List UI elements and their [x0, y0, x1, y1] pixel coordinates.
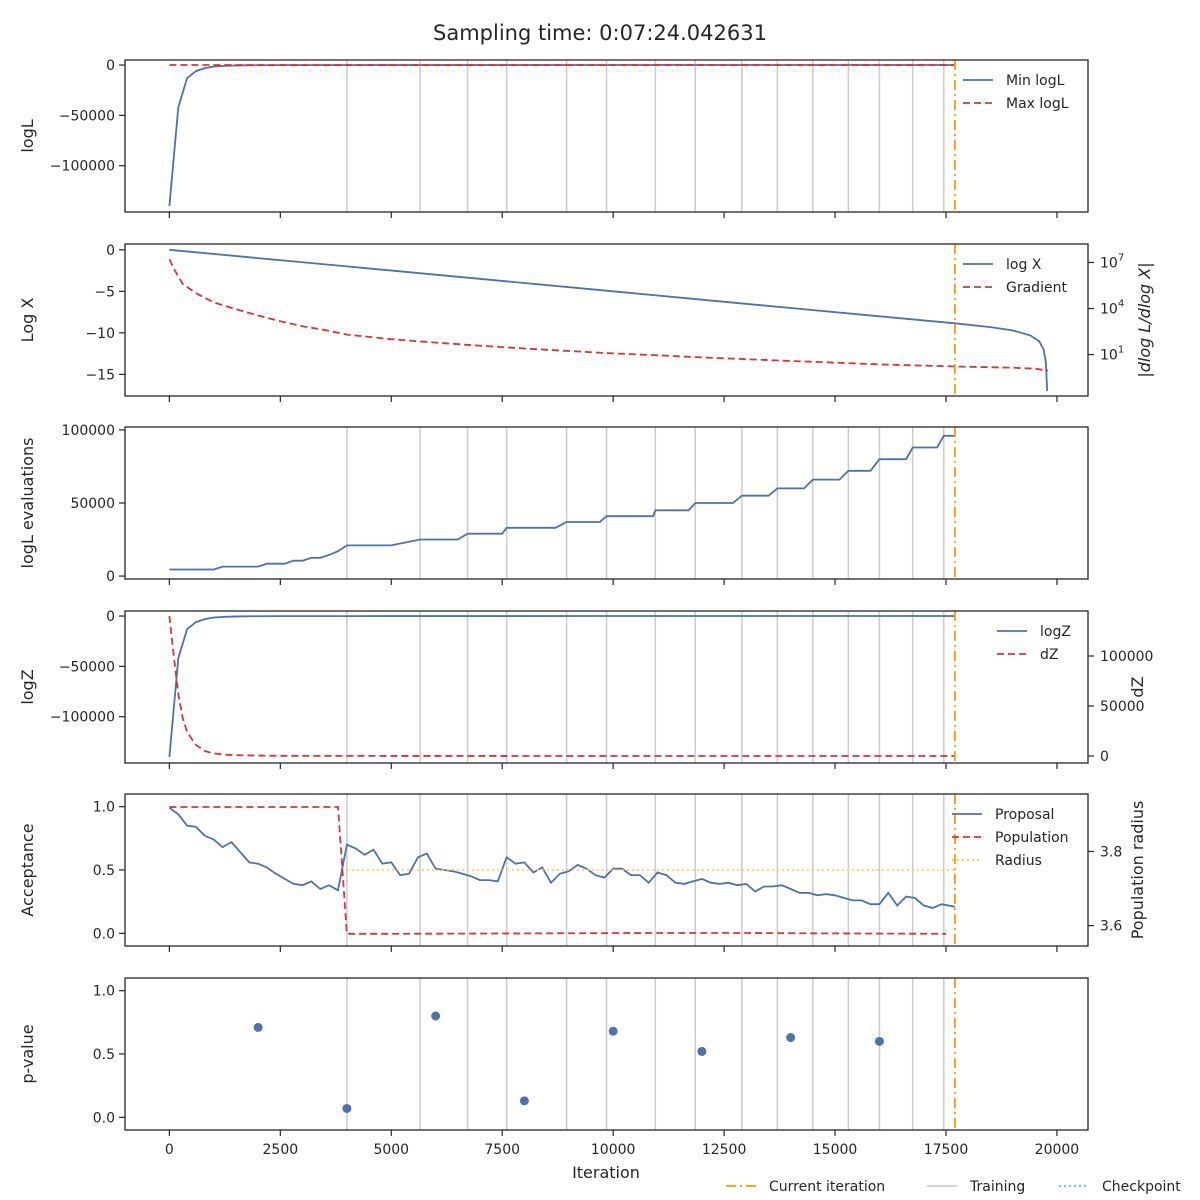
y-axis-label: logZ	[18, 669, 37, 704]
x-tick-label: 5000	[373, 1142, 409, 1158]
panel-frame	[124, 610, 1089, 764]
panel-frame	[124, 59, 1089, 213]
y2-tick-exponent: 1	[1118, 345, 1124, 356]
panel-1: 0 −50000 −100000 logL Min logL Max logL	[18, 58, 1089, 218]
y2-tick-label: 100000	[1100, 649, 1153, 665]
y-tick-label: 50000	[70, 496, 115, 512]
panel-5: 0.0 0.5 1.0 Acceptance 3.6 3.8 Population radi…	[18, 793, 1147, 952]
bottom-legend-label: Checkpoint	[1102, 1179, 1181, 1195]
y-tick-label: −15	[85, 367, 115, 383]
legend-label: Population	[995, 830, 1069, 846]
scatter-point	[253, 1022, 263, 1032]
x-tick-label: 12500	[702, 1142, 747, 1158]
panel-data	[169, 427, 956, 579]
y2-tick-label: 3.8	[1100, 844, 1122, 860]
series-line-population	[169, 806, 947, 935]
y-axis-label: p-value	[18, 1024, 37, 1083]
legend-label: logZ	[1040, 624, 1071, 640]
x-tick-label: 20000	[1035, 1142, 1080, 1158]
y-tick-label: 0.0	[93, 926, 115, 942]
y-tick-label: −50000	[59, 108, 115, 124]
legend-label: Max logL	[1006, 96, 1069, 112]
y-axis-label: logL	[18, 119, 37, 152]
y-tick-label: 0	[106, 58, 115, 74]
y2-tick-label: 3.6	[1100, 919, 1122, 935]
legend-label: log X	[1006, 257, 1042, 273]
panel-6: 0 2500 5000 7500 10000 12500 15000 17500 20000 0.…	[18, 977, 1089, 1158]
scatter-point	[431, 1011, 441, 1021]
series-line-logz	[168, 615, 955, 758]
y-tick-label: 0.5	[93, 863, 115, 879]
y-axis-label: Acceptance	[18, 823, 37, 916]
scatter-point	[519, 1096, 529, 1106]
series-line-dz	[168, 615, 955, 757]
legend-label: Gradient	[1006, 280, 1067, 296]
y-tick-label: 0.5	[93, 1047, 115, 1063]
y-axis-label: Log X	[18, 298, 37, 343]
series-line-proposal	[168, 807, 956, 909]
scatter-point	[608, 1026, 618, 1036]
y-tick-label: 0	[106, 609, 115, 625]
panel-data	[168, 244, 1049, 396]
y-axis-label: logL evaluations	[18, 438, 37, 569]
panel-legend: log X Gradient	[963, 257, 1067, 296]
x-tick-label: 7500	[484, 1142, 520, 1158]
panel-3: 0 50000 100000 logL evaluations	[18, 423, 1089, 585]
y-tick-label: 1.0	[93, 984, 115, 1000]
bottom-legend-label: Current iteration	[769, 1179, 885, 1195]
legend-label: dZ	[1040, 647, 1058, 663]
legend-label: Radius	[995, 853, 1042, 869]
y2-tick-exponent: 4	[1118, 299, 1124, 310]
y-tick-label: −5	[94, 284, 115, 300]
y2-tick-label: 0	[1100, 749, 1109, 765]
figure-title: Sampling time: 0:07:24.042631	[433, 21, 767, 45]
y-tick-label: 100000	[62, 423, 115, 439]
panel-legend: Proposal Population Radius	[952, 807, 1069, 869]
x-tick-label: 0	[165, 1142, 174, 1158]
x-axis-label: Iteration	[572, 1163, 640, 1182]
legend-label: Min logL	[1006, 73, 1065, 89]
scatter-point	[697, 1046, 707, 1056]
bottom-legend-label: Training	[969, 1179, 1025, 1195]
panel-legend: logZ dZ	[997, 624, 1071, 663]
y2-axis-label: dZ	[1128, 676, 1147, 697]
series-line-main	[169, 434, 955, 571]
series-line-log-x	[169, 248, 1049, 392]
y-tick-label: 0	[106, 569, 115, 585]
panel-data	[168, 60, 956, 212]
scatter-point	[342, 1103, 352, 1113]
y-tick-label: 0.0	[93, 1110, 115, 1126]
scatter-point	[874, 1036, 884, 1046]
y2-axis-label: Population radius	[1128, 801, 1147, 940]
panel-data	[168, 794, 956, 946]
x-tick-label: 17500	[924, 1142, 969, 1158]
panel-legend: Min logL Max logL	[963, 73, 1069, 112]
x-tick-label: 10000	[591, 1142, 636, 1158]
y2-tick-label: 50000	[1100, 699, 1145, 715]
x-tick-label: 15000	[813, 1142, 858, 1158]
y-tick-label: −100000	[50, 159, 115, 175]
y2-axis-label: |dlog L/dlog X|	[1135, 262, 1154, 377]
y-tick-label: 1.0	[93, 800, 115, 816]
y-tick-label: −100000	[50, 710, 115, 726]
y-tick-label: −50000	[59, 659, 115, 675]
series-line-gradient	[168, 258, 1049, 372]
y-tick-label: 0	[106, 243, 115, 259]
panel-4: 0 −50000 −100000 logZ 0 50000 100000 dZ logZ dZ	[18, 609, 1153, 769]
scatter-point	[786, 1033, 796, 1043]
legend-label: Proposal	[995, 807, 1054, 823]
panel-frame	[124, 243, 1089, 397]
panel-data	[168, 611, 956, 763]
y2-tick-exponent: 7	[1118, 252, 1124, 263]
x-tick-label: 2500	[263, 1142, 299, 1158]
y-tick-label: −10	[85, 326, 115, 342]
panel-data	[253, 978, 956, 1130]
bottom-legend: Current iteration Training Checkpoint	[726, 1179, 1181, 1195]
